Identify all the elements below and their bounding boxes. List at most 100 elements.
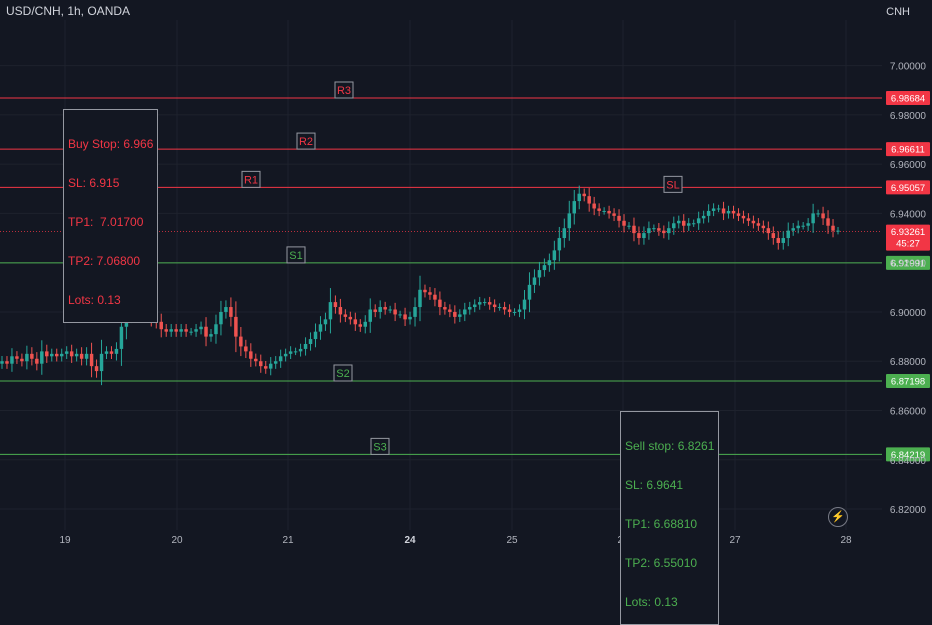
candle-body xyxy=(323,319,328,325)
level-tag: SL xyxy=(666,179,679,191)
candle-body xyxy=(582,193,586,197)
candle-body xyxy=(50,353,54,357)
x-tick-label: 24 xyxy=(404,535,416,546)
x-tick-label: 21 xyxy=(282,535,294,546)
candle-body xyxy=(468,307,472,310)
candle-body xyxy=(94,366,99,372)
candle-body xyxy=(741,215,746,219)
level-tag: S2 xyxy=(336,368,349,380)
candle-body xyxy=(79,353,84,359)
candle-body xyxy=(423,289,427,293)
candle-body xyxy=(373,309,377,312)
candle-body xyxy=(10,356,14,364)
candle-body xyxy=(413,307,417,317)
candle-body xyxy=(627,225,631,227)
candle-body xyxy=(472,304,477,308)
candle-body xyxy=(428,292,432,295)
candle-body xyxy=(358,324,363,327)
candle-body xyxy=(5,361,9,364)
y-tick-label: 6.94000 xyxy=(890,209,927,220)
candle-body xyxy=(572,201,577,214)
candle-body xyxy=(288,351,293,354)
candle-body xyxy=(522,299,527,310)
candle-body xyxy=(199,326,203,330)
countdown-label: 45:27 xyxy=(896,239,920,250)
candle-body xyxy=(318,324,323,332)
y-tick-label: 6.82000 xyxy=(890,505,927,516)
candle-body xyxy=(348,316,353,320)
candle-body xyxy=(378,307,382,312)
candle-body xyxy=(716,208,721,210)
candle-body xyxy=(353,319,358,325)
sell-box-line: Sell stop: 6.8261 xyxy=(625,439,715,453)
candle-body xyxy=(443,307,447,310)
candle-body xyxy=(587,196,591,204)
candle-body xyxy=(109,351,114,354)
candle-body xyxy=(507,309,512,312)
candle-body xyxy=(557,238,562,251)
candle-body xyxy=(482,302,487,304)
candle-body xyxy=(816,213,820,215)
buy-stop-box[interactable]: Buy Stop: 6.966 SL: 6.915 TP1: 7.01700 T… xyxy=(63,109,159,323)
buy-box-line: TP2: 7.06800 xyxy=(68,254,141,268)
candle-body xyxy=(254,358,258,362)
price-tag-bg xyxy=(886,447,930,462)
candle-body xyxy=(259,361,263,367)
level-tag-box xyxy=(334,81,354,99)
candle-body xyxy=(567,213,572,229)
candle-body xyxy=(89,353,94,367)
buy-box-line: SL: 6.915 xyxy=(68,176,120,190)
price-tag-bg xyxy=(886,142,930,157)
candle-body xyxy=(0,361,4,364)
candle-body xyxy=(677,220,681,224)
candle-body xyxy=(642,233,646,239)
candle-body xyxy=(169,329,173,332)
candle-body xyxy=(448,309,452,312)
candle-body xyxy=(363,321,368,327)
candle-body xyxy=(214,324,218,335)
lightning-icon[interactable]: ⚡ xyxy=(828,507,848,527)
y-tick-label: 6.98000 xyxy=(890,111,927,122)
x-tick-label: 19 xyxy=(59,535,71,546)
candle-body xyxy=(398,314,402,316)
current-price-tag-bg xyxy=(886,224,930,251)
candle-body xyxy=(278,356,283,362)
candle-body xyxy=(179,329,183,332)
candle-body xyxy=(244,346,248,352)
candle-body xyxy=(463,309,467,315)
candle-body xyxy=(418,289,422,308)
candle-body xyxy=(691,223,696,225)
candle-body xyxy=(25,353,29,362)
candle-body xyxy=(761,225,766,229)
sell-stop-box[interactable]: Sell stop: 6.8261 SL: 6.9641 TP1: 6.6881… xyxy=(620,411,720,625)
candle-body xyxy=(806,223,810,226)
level-tag-box xyxy=(333,364,353,382)
candle-body xyxy=(577,193,581,202)
candle-body xyxy=(328,302,333,320)
candle-body xyxy=(592,203,596,209)
candle-body xyxy=(204,326,208,337)
candle-body xyxy=(99,353,104,372)
price-tag-label: 6.84219 xyxy=(891,450,925,461)
candle-body xyxy=(562,228,567,239)
candle-body xyxy=(308,339,313,344)
candle-body xyxy=(174,329,178,332)
x-axis: 1920212425262728 xyxy=(59,535,852,546)
level-tag: S1 xyxy=(289,250,302,262)
candle-body xyxy=(343,314,348,317)
price-tag-bg xyxy=(886,180,930,195)
candle-body xyxy=(781,238,786,243)
candle-body xyxy=(119,326,124,349)
price-tag-bg xyxy=(886,255,930,270)
sell-box-line: TP2: 6.55010 xyxy=(625,556,698,570)
sell-box-line: Lots: 0.13 xyxy=(625,595,678,609)
candle-body xyxy=(114,348,119,354)
level-tag-box xyxy=(296,132,316,150)
candle-body xyxy=(831,225,835,231)
candle-body xyxy=(721,208,726,214)
candle-body xyxy=(711,208,716,211)
candle-body xyxy=(487,302,492,305)
candle-body xyxy=(84,353,89,359)
candle-body xyxy=(681,220,686,226)
candle-body xyxy=(35,358,39,364)
